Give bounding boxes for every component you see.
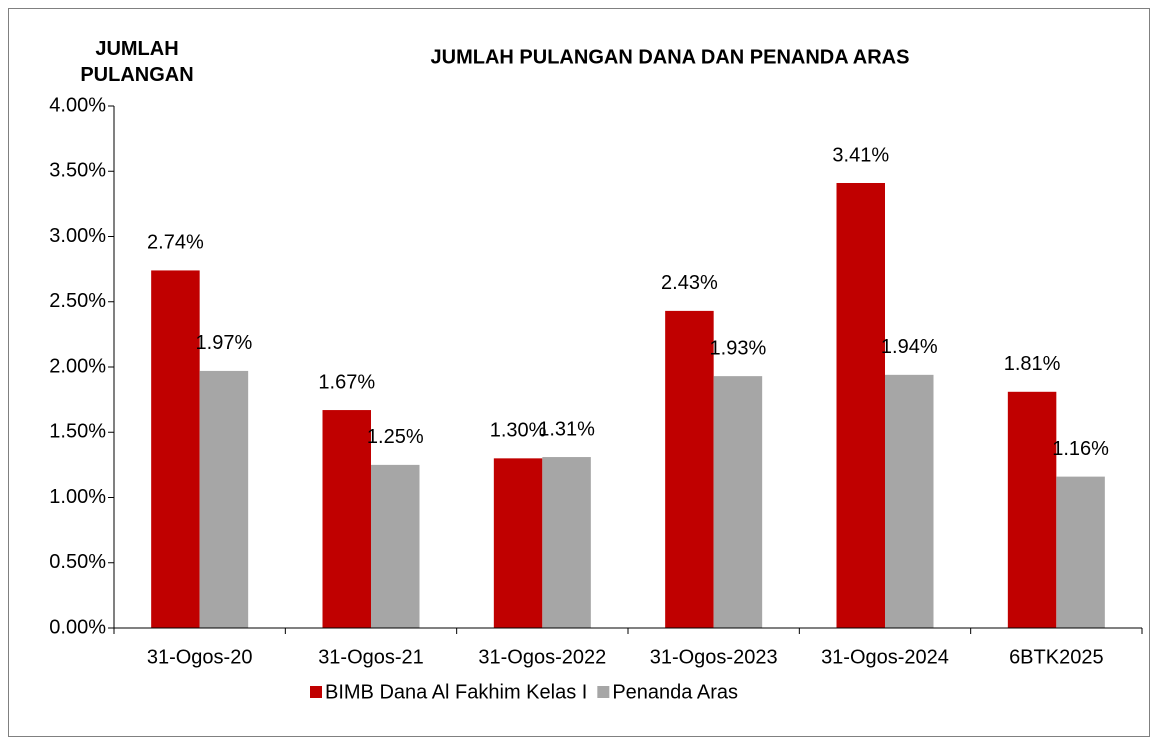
value-label: 1.81% — [1004, 353, 1061, 375]
x-tick-label: 31-Ogos-2024 — [821, 646, 949, 668]
value-label: 1.93% — [710, 337, 767, 359]
x-tick-label: 31-Ogos-2023 — [650, 646, 778, 668]
y-tick-label: 0.00% — [49, 616, 106, 638]
value-label: 1.16% — [1052, 438, 1109, 460]
y-tick-label: 2.50% — [49, 290, 106, 312]
bar — [151, 270, 200, 628]
y-tick-label: 0.50% — [49, 551, 106, 573]
value-label: 1.67% — [318, 371, 375, 393]
value-label: 2.74% — [147, 232, 204, 254]
bar — [322, 410, 371, 628]
value-label: 1.30% — [490, 420, 547, 442]
y-tick-label: 2.00% — [49, 355, 106, 377]
value-label: 1.25% — [367, 426, 424, 448]
legend-label: BIMB Dana Al Fakhim Kelas I — [325, 681, 587, 703]
bar — [1007, 391, 1057, 628]
bar — [1056, 476, 1105, 628]
bar — [836, 182, 885, 628]
y-tick-label: 3.00% — [49, 225, 106, 247]
value-label: 1.97% — [196, 332, 253, 354]
x-tick-label: 31-Ogos-20 — [147, 646, 253, 668]
bar — [713, 376, 763, 628]
bar — [542, 457, 591, 628]
value-label: 1.31% — [538, 418, 595, 440]
legend-swatch — [310, 686, 322, 698]
chart-border — [8, 8, 1150, 737]
y-tick-label: 1.50% — [49, 421, 106, 443]
value-label: 2.43% — [661, 272, 718, 294]
x-tick-label: 6BTK2025 — [1009, 646, 1104, 668]
legend-swatch — [597, 686, 610, 698]
x-tick-label: 31-Ogos-2022 — [478, 646, 606, 668]
chart-title: JUMLAH PULANGAN DANA DAN PENANDA ARAS — [431, 46, 910, 68]
bar — [885, 374, 934, 628]
value-label: 3.41% — [832, 144, 889, 166]
bar — [493, 458, 543, 628]
value-label: 1.94% — [881, 336, 938, 358]
x-tick-label: 31-Ogos-21 — [318, 646, 424, 668]
y-tick-label: 1.00% — [49, 486, 106, 508]
bar — [371, 464, 420, 628]
bar — [665, 310, 714, 628]
legend-label: Penanda Aras — [612, 681, 738, 703]
y-tick-label: 3.50% — [49, 160, 106, 182]
y-tick-label: 4.00% — [49, 94, 106, 116]
y-axis-label: JUMLAH PULANGAN — [80, 38, 194, 86]
bar — [199, 370, 249, 628]
